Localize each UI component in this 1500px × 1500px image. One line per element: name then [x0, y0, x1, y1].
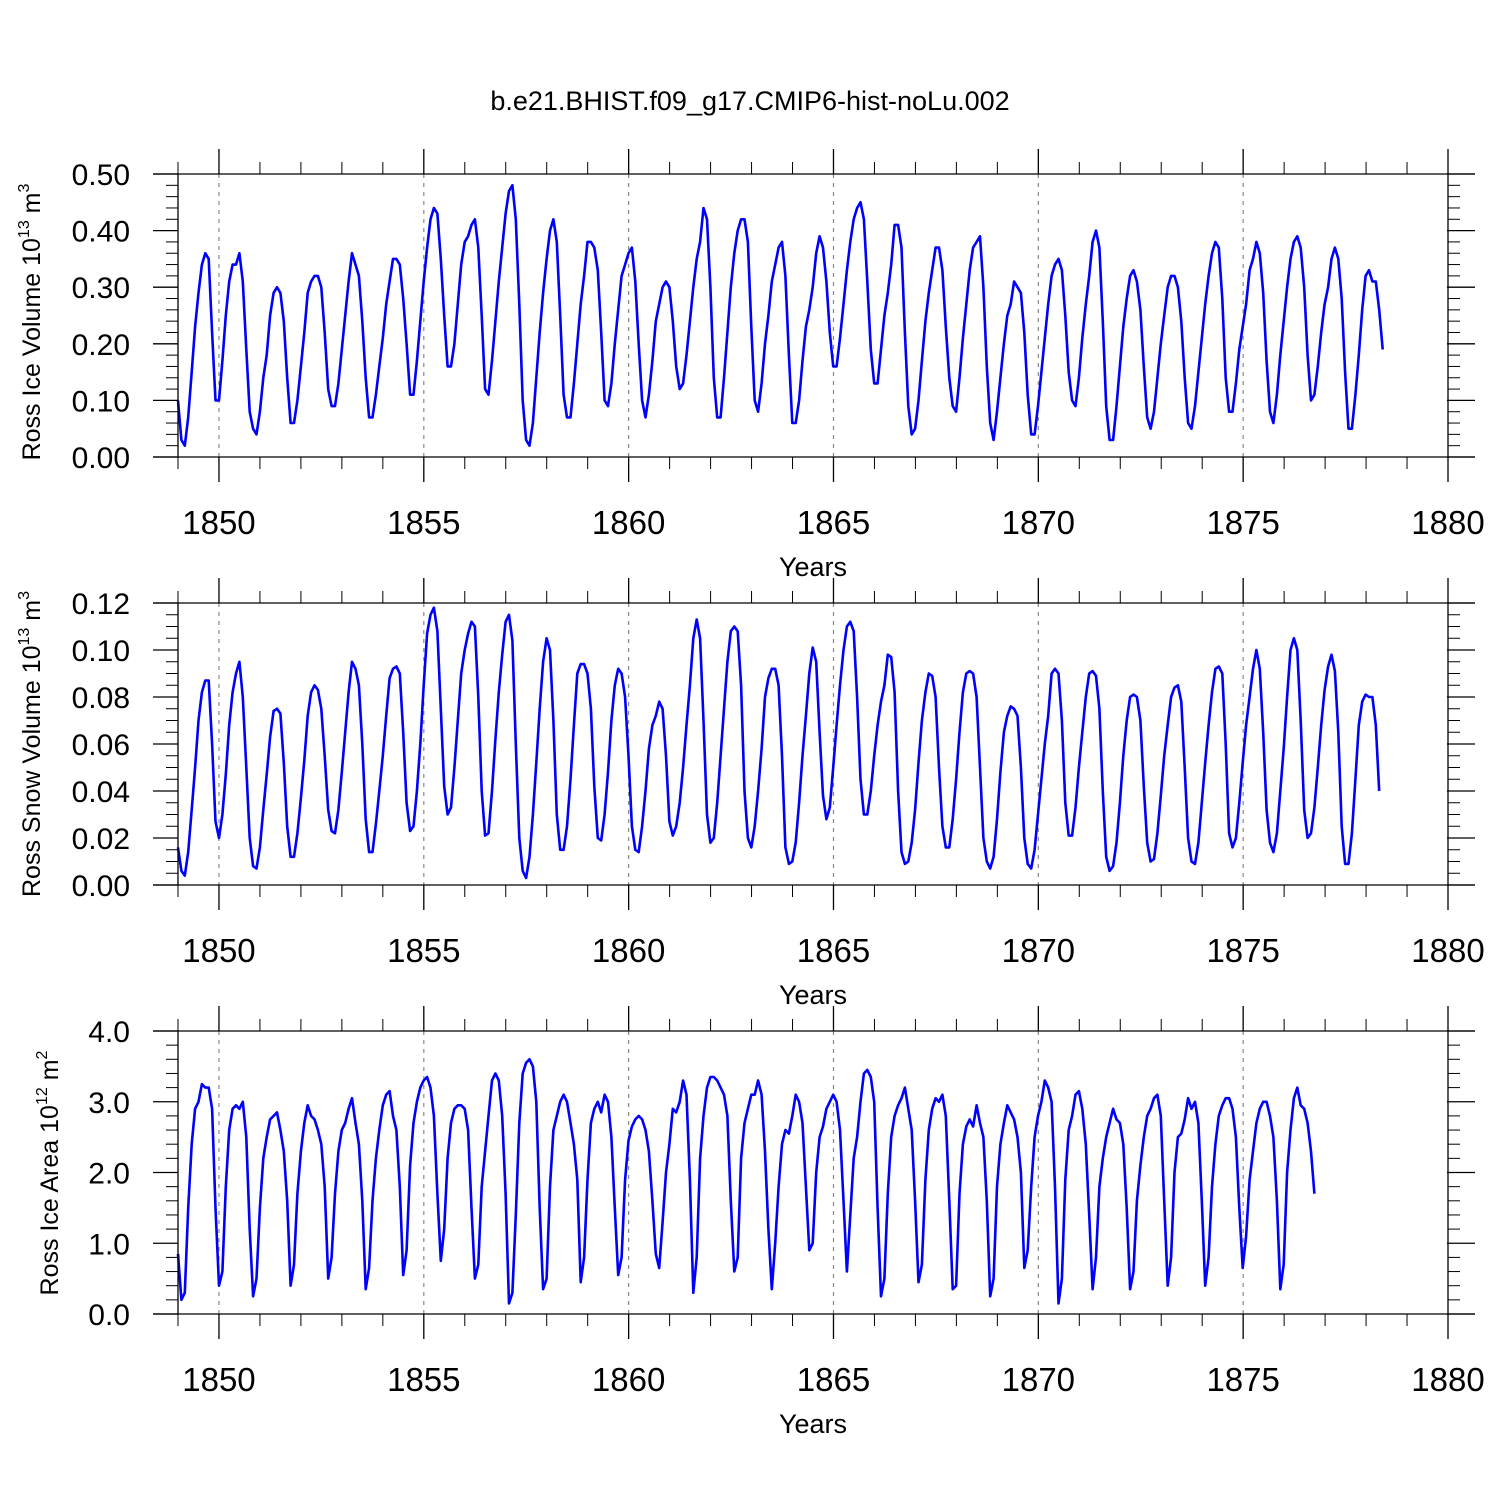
- panels: 0.00 0.10 0.20 0.30 0.40 0.50 1850 1855 1860 1865…: [16, 149, 1485, 1439]
- x-tick-label: 1860: [592, 1361, 665, 1398]
- x-tick-label: 1880: [1411, 932, 1484, 969]
- y-axis-label: Ross Ice Area 1012 m2: [34, 1050, 64, 1295]
- x-tick-label: 1855: [387, 504, 460, 541]
- x-tick-label: 1875: [1206, 504, 1279, 541]
- x-tick-label: 1860: [592, 932, 665, 969]
- y-tick-label: 0.04: [72, 776, 130, 809]
- y-tick-label: 0.0: [88, 1299, 130, 1332]
- y-tick-label: 0.00: [72, 870, 130, 903]
- y-tick-label: 0.50: [72, 159, 130, 192]
- figure-title: b.e21.BHIST.f09_g17.CMIP6-hist-noLu.002: [490, 86, 1009, 116]
- x-tick-label: 1870: [1002, 504, 1075, 541]
- y-tick-label: 0.02: [72, 823, 130, 856]
- x-axis-label: Years: [779, 980, 847, 1010]
- x-tick-label: 1865: [797, 504, 870, 541]
- y-tick-label: 3.0: [88, 1087, 130, 1120]
- chart-panel-3: 0.0 1.0 2.0 3.0 4.0 1850 1855 1860 1865 1870 1875 1…: [34, 1006, 1485, 1439]
- x-tick-label: 1855: [387, 932, 460, 969]
- y-tick-label: 0.20: [72, 329, 130, 362]
- x-tick-label: 1870: [1002, 1361, 1075, 1398]
- x-tick-label: 1865: [797, 932, 870, 969]
- y-tick-label: 4.0: [88, 1016, 130, 1049]
- y-tick-label: 2.0: [88, 1158, 130, 1191]
- series-line: [176, 1058, 1316, 1305]
- chart-panel-1: 0.00 0.10 0.20 0.30 0.40 0.50 1850 1855 1860 1865…: [16, 149, 1485, 582]
- x-axis-label: Years: [779, 552, 847, 582]
- y-tick-label: 0.30: [72, 272, 130, 305]
- x-tick-label: 1865: [797, 1361, 870, 1398]
- x-tick-label: 1850: [182, 504, 255, 541]
- y-tick-label: 1.0: [88, 1228, 130, 1261]
- y-tick-label: 0.00: [72, 442, 130, 475]
- x-axis-label: Years: [779, 1409, 847, 1439]
- x-tick-label: 1875: [1206, 1361, 1279, 1398]
- y-tick-label: 0.40: [72, 216, 130, 249]
- x-tick-label: 1875: [1206, 932, 1279, 969]
- y-tick-label: 0.12: [72, 588, 130, 621]
- chart-panel-2: 0.00 0.02 0.04 0.06 0.08 0.10 0.12 1850 1855 1860…: [16, 578, 1485, 1010]
- y-axis-label: Ross Snow Volume 1013 m3: [16, 591, 46, 897]
- x-tick-label: 1855: [387, 1361, 460, 1398]
- y-tick-label: 0.08: [72, 682, 130, 715]
- x-tick-label: 1880: [1411, 504, 1484, 541]
- series-line: [176, 606, 1381, 880]
- x-tick-label: 1870: [1002, 932, 1075, 969]
- x-tick-label: 1850: [182, 932, 255, 969]
- x-tick-label: 1860: [592, 504, 665, 541]
- y-axis-label: Ross Ice Volume 1013 m3: [16, 183, 46, 460]
- y-tick-label: 0.10: [72, 635, 130, 668]
- x-tick-label: 1880: [1411, 1361, 1484, 1398]
- y-tick-label: 0.10: [72, 385, 130, 418]
- series-line: [176, 184, 1384, 448]
- x-tick-label: 1850: [182, 1361, 255, 1398]
- y-tick-label: 0.06: [72, 729, 130, 762]
